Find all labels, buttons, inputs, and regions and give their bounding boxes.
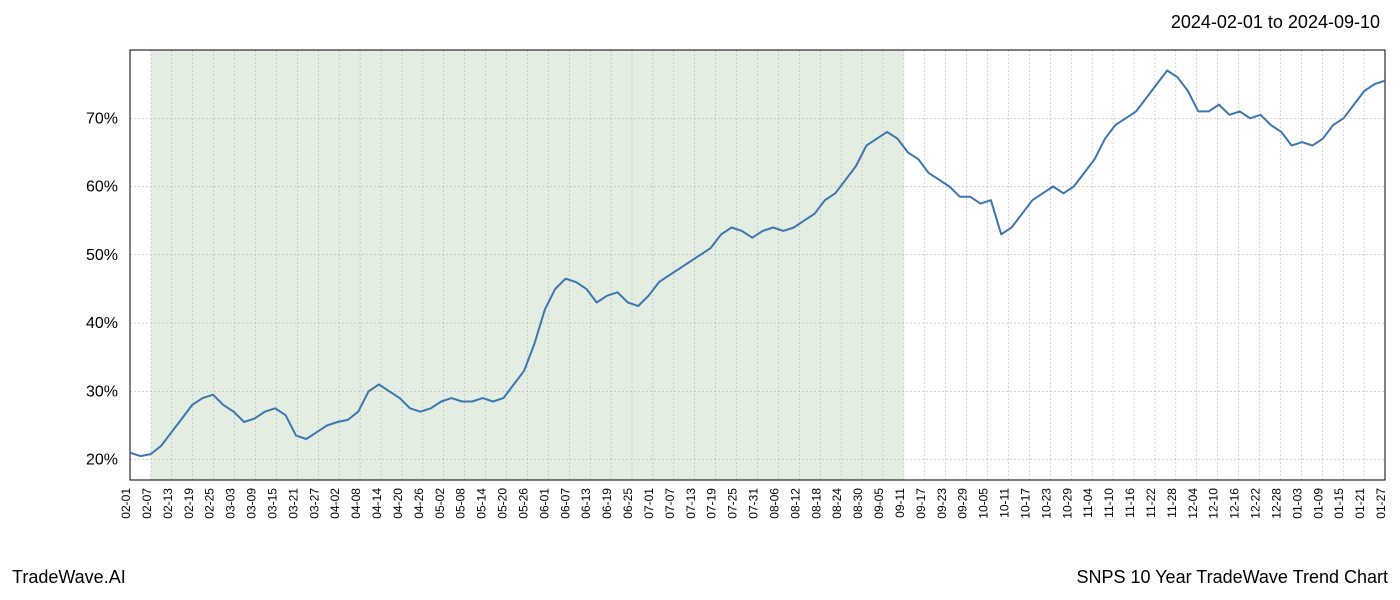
x-tick-label: 05-02: [433, 488, 447, 519]
x-tick-label: 12-10: [1207, 488, 1221, 519]
x-tick-label: 10-29: [1060, 488, 1074, 519]
x-tick-label: 07-01: [642, 488, 656, 519]
x-tick-label: 09-11: [893, 488, 907, 518]
x-tick-label: 07-07: [663, 488, 677, 519]
x-tick-label: 05-20: [496, 488, 510, 519]
x-tick-label: 08-12: [788, 488, 802, 519]
x-tick-label: 11-22: [1144, 488, 1158, 518]
x-tick-label: 05-26: [516, 488, 530, 519]
x-tick-label: 09-23: [935, 488, 949, 519]
x-tick-label: 10-05: [977, 488, 991, 519]
x-tick-label: 07-13: [684, 488, 698, 519]
y-labels: 20% 30% 40% 50% 60% 70%: [86, 110, 118, 468]
x-tick-label: 05-14: [475, 488, 489, 519]
x-tick-label: 01-21: [1353, 488, 1367, 519]
x-tick-label: 02-25: [203, 488, 217, 519]
y-tick-label: 50%: [86, 247, 118, 264]
x-tick-label: 11-10: [1102, 488, 1116, 518]
y-tick-label: 20%: [86, 452, 118, 469]
x-tick-label: 10-23: [1039, 488, 1053, 519]
x-tick-label: 09-05: [872, 488, 886, 519]
x-tick-label: 06-07: [558, 488, 572, 519]
y-tick-label: 40%: [86, 315, 118, 332]
x-tick-label: 03-15: [265, 488, 279, 519]
x-tick-label: 05-08: [454, 488, 468, 519]
line-chart: 02-01 02-07 02-13 02-19 02-25 03-03 03-09 03-15…: [0, 0, 1400, 600]
x-tick-label: 06-25: [621, 488, 635, 519]
x-tick-label: 03-27: [307, 488, 321, 519]
x-tick-label: 01-27: [1374, 488, 1388, 519]
x-tick-label: 03-09: [245, 488, 259, 519]
brand-label: TradeWave.AI: [12, 567, 126, 588]
x-tick-label: 12-22: [1249, 488, 1263, 519]
x-tick-label: 02-01: [119, 488, 133, 519]
x-tick-label: 12-04: [1186, 488, 1200, 519]
x-tick-label: 06-13: [579, 488, 593, 519]
x-tick-label: 08-06: [767, 488, 781, 519]
x-tick-label: 07-31: [747, 488, 761, 519]
x-tick-label: 01-03: [1290, 488, 1304, 519]
x-tick-label: 11-16: [1123, 488, 1137, 518]
x-tick-label: 04-14: [370, 488, 384, 519]
x-tick-label: 02-13: [161, 488, 175, 519]
x-tick-label: 04-20: [391, 488, 405, 519]
x-tick-label: 07-25: [726, 488, 740, 519]
x-tick-label: 12-28: [1269, 488, 1283, 519]
x-tick-label: 09-29: [956, 488, 970, 519]
x-tick-label: 07-19: [705, 488, 719, 519]
x-tick-label: 02-19: [182, 488, 196, 519]
y-tick-label: 30%: [86, 383, 118, 400]
x-tick-label: 11-28: [1165, 488, 1179, 518]
x-tick-label: 08-30: [851, 488, 865, 519]
x-tick-label: 06-19: [600, 488, 614, 519]
chart-title: SNPS 10 Year TradeWave Trend Chart: [1076, 567, 1388, 588]
x-tick-label: 10-11: [998, 488, 1012, 518]
x-tick-label: 03-21: [286, 488, 300, 519]
x-tick-label: 08-18: [809, 488, 823, 519]
x-labels: 02-01 02-07 02-13 02-19 02-25 03-03 03-09 03-15…: [119, 488, 1388, 519]
x-tick-label: 04-02: [328, 488, 342, 519]
x-tick-label: 04-26: [412, 488, 426, 519]
x-tick-label: 10-17: [1018, 488, 1032, 519]
x-tick-label: 09-17: [914, 488, 928, 519]
x-tick-label: 01-15: [1332, 488, 1346, 519]
x-tick-label: 08-24: [830, 488, 844, 519]
x-tick-label: 06-01: [537, 488, 551, 519]
date-range-label: 2024-02-01 to 2024-09-10: [1171, 12, 1380, 33]
x-tick-label: 11-04: [1081, 488, 1095, 518]
x-tick-label: 12-16: [1228, 488, 1242, 519]
chart-container: 2024-02-01 to 2024-09-10 02-01 02-07 02-13…: [0, 0, 1400, 600]
x-tick-label: 03-03: [224, 488, 238, 519]
y-tick-label: 70%: [86, 110, 118, 127]
y-tick-label: 60%: [86, 179, 118, 196]
x-tick-label: 01-09: [1311, 488, 1325, 519]
x-tick-label: 02-07: [140, 488, 154, 519]
x-tick-label: 04-08: [349, 488, 363, 519]
